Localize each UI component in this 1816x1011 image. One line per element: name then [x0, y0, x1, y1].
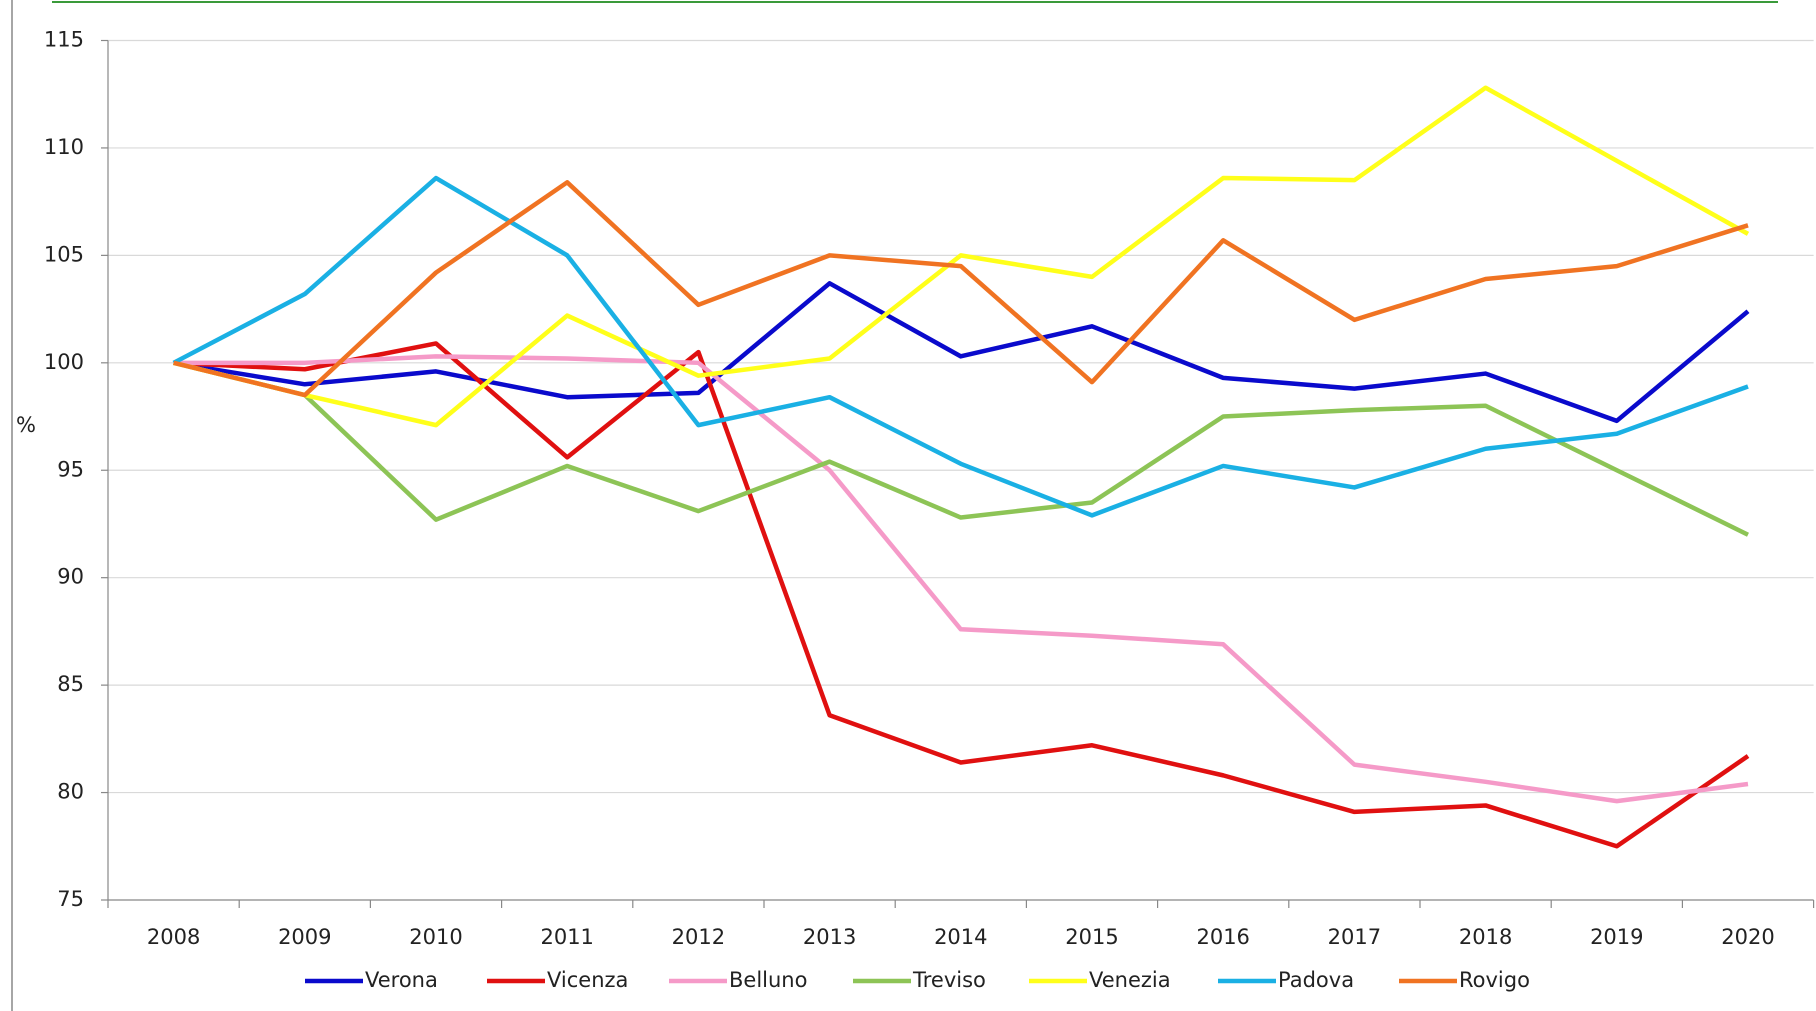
- x-tick-label: 2013: [803, 925, 856, 949]
- x-tick-label: 2020: [1721, 925, 1774, 949]
- x-tick-label: 2017: [1328, 925, 1381, 949]
- x-tick-label: 2012: [672, 925, 725, 949]
- legend-label: Padova: [1278, 968, 1354, 992]
- x-tick-label: 2010: [409, 925, 462, 949]
- series-line: [173, 341, 1750, 849]
- y-tick-label: 95: [57, 457, 84, 481]
- legend-label: Treviso: [912, 968, 986, 992]
- y-tick-label: 105: [44, 242, 84, 266]
- y-tick-label: 110: [44, 135, 84, 159]
- legend-label: Venezia: [1089, 968, 1171, 992]
- x-tick-label: 2019: [1590, 925, 1643, 949]
- y-tick-label: 75: [57, 887, 84, 911]
- series-line: [173, 281, 1750, 424]
- x-tick-label: 2009: [278, 925, 331, 949]
- y-tick-label: 90: [57, 565, 84, 589]
- y-tick-label: 100: [44, 350, 84, 374]
- series-line: [173, 180, 1749, 398]
- legend-label: Vicenza: [547, 968, 628, 992]
- legend-label: Verona: [365, 968, 438, 992]
- x-tick-label: 2016: [1196, 925, 1249, 949]
- series-line: [173, 360, 1749, 537]
- x-tick-label: 2018: [1459, 925, 1512, 949]
- y-tick-label: 115: [44, 28, 84, 52]
- x-tick-label: 2015: [1065, 925, 1118, 949]
- x-tick-label: 2014: [934, 925, 987, 949]
- series-line: [172, 175, 1749, 518]
- legend-label: Belluno: [729, 968, 807, 992]
- y-tick-label: 80: [57, 780, 84, 804]
- y-axis-label: %: [16, 413, 36, 437]
- series-line: [173, 354, 1749, 804]
- y-tick-label: 85: [57, 672, 84, 696]
- legend-label: Rovigo: [1459, 968, 1530, 992]
- series-line: [173, 85, 1750, 428]
- x-tick-label: 2011: [540, 925, 593, 949]
- x-tick-label: 2008: [147, 925, 200, 949]
